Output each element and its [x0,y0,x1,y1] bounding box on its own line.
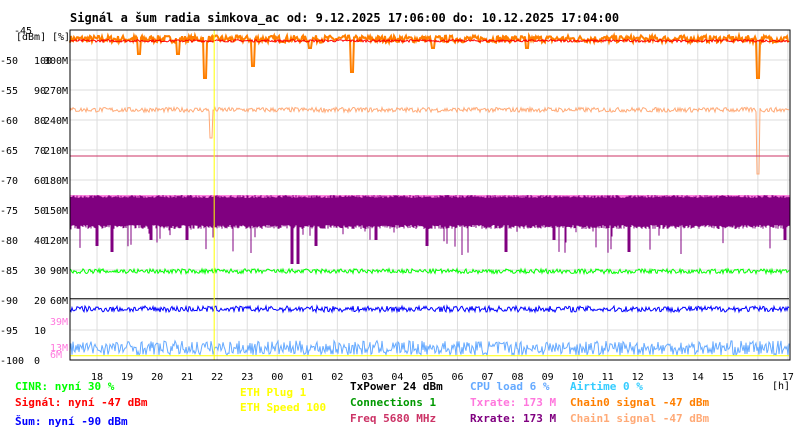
x-tick-label: 03 [361,372,373,383]
y-tick-dbm: -45 [14,26,32,37]
x-tick-label: 13 [662,372,674,383]
y-tick-dbm: -55 [0,86,18,97]
series-cpu [69,339,790,357]
x-tick-label: 11 [602,372,614,383]
series-signal [69,38,790,44]
x-tick-label: 14 [692,372,704,383]
x-tick-label: 17 [782,372,794,383]
legend-txrate: Txrate: 173 M [470,396,557,409]
x-tick-label: 15 [722,372,734,383]
x-tick-label: 19 [121,372,133,383]
chart-title: Signál a šum radia simkova_ac od: 9.12.2… [70,11,619,26]
y-tick-rate: 270M [44,86,68,97]
y-tick-rate: 210M [44,146,68,157]
x-tick-label: 04 [391,372,403,383]
y-tick-rate: 120M [44,236,68,247]
x-tick-label: 05 [421,372,433,383]
legend-chain0: Chain0 signal -47 dBm [570,396,710,409]
legend-eth-plug: ETH Plug 1 [240,386,307,399]
x-tick-label: 00 [271,372,283,383]
x-tick-label: 06 [451,372,463,383]
y-tick-dbm: -80 [0,236,18,247]
y-tick-percent: 0 [34,356,40,367]
y-tick-extra: 39M [50,317,68,328]
series-noise [69,304,790,314]
x-tick-label: 23 [241,372,253,383]
x-tick-label: 01 [301,372,313,383]
plot-frame [69,29,791,361]
legend-chain1: Chain1 signal -47 dBm [570,412,710,425]
y-tick-percent: 50 [34,206,46,217]
y-tick-dbm: -85 [0,266,18,277]
y-tick-percent: 10 [34,326,46,337]
x-tick-label: 22 [211,372,223,383]
y-tick-dbm: -90 [0,296,18,307]
y-tick-rate: 150M [44,206,68,217]
y-tick-percent: 40 [34,236,46,247]
y-tick-percent: 80 [34,116,46,127]
x-tick-label: 16 [752,372,764,383]
legend-freq: Freq 5680 MHz [350,412,437,425]
y-tick-percent: 70 [34,146,46,157]
x-tick-label: 10 [572,372,584,383]
y-tick-extra: 13M [50,343,68,354]
legend-signal: Signál: nyní -47 dBm [15,396,148,409]
y-tick-rate: 90M [50,266,68,277]
legend-airtime: Airtime 0 % [570,380,643,393]
legend-cpu: CPU load 6 % [470,380,550,393]
x-tick-label: 02 [331,372,343,383]
x-tick-label: 20 [151,372,163,383]
x-tick-label: 21 [181,372,193,383]
y-tick-rate: 60M [50,296,68,307]
x-tick-label: 08 [512,372,524,383]
y-tick-rate: 240M [44,116,68,127]
y-tick-percent: 30 [34,266,46,277]
legend-txpower: TxPower 24 dBm [350,380,443,393]
y-tick-percent: 60 [34,176,46,187]
x-tick-label: 18 [91,372,103,383]
y-tick-dbm: -70 [0,176,18,187]
x-tick-label: 09 [542,372,554,383]
legend-cinr: CINR: nyní 30 % [15,380,115,393]
legend-rxrate: Rxrate: 173 M [470,412,557,425]
series-chain1 [69,105,790,175]
y-tick-dbm: -60 [0,116,18,127]
series-chain0 [69,31,790,79]
legend-noise: Šum: nyní -90 dBm [15,415,128,428]
series-cinr [69,267,790,276]
y-tick-extra: 6M [50,350,62,361]
x-unit-label: [h] [772,381,790,392]
series-rxrate-band [69,195,790,264]
legend-connections: Connections 1 [350,396,437,409]
x-tick-label: 12 [632,372,644,383]
y-tick-dbm: -50 [0,56,18,67]
y-tick-dbm: -65 [0,146,18,157]
y-tick-rate: 180M [44,176,68,187]
y-tick-percent: 20 [34,296,46,307]
y-tick-percent: 100 [34,56,52,67]
y-tick-dbm: -95 [0,326,18,337]
y-tick-percent: 90 [34,86,46,97]
legend-eth-speed: ETH Speed 100 [240,401,327,414]
series-layer [69,30,790,360]
x-tick-label: 07 [481,372,493,383]
y-tick-rate: 300M [44,56,68,67]
y-tick-dbm: -100 [0,356,24,367]
y-unit-dbm: [dBm] [16,32,46,43]
y-unit-percent: [%] [52,32,70,43]
y-tick-dbm: -75 [0,206,18,217]
